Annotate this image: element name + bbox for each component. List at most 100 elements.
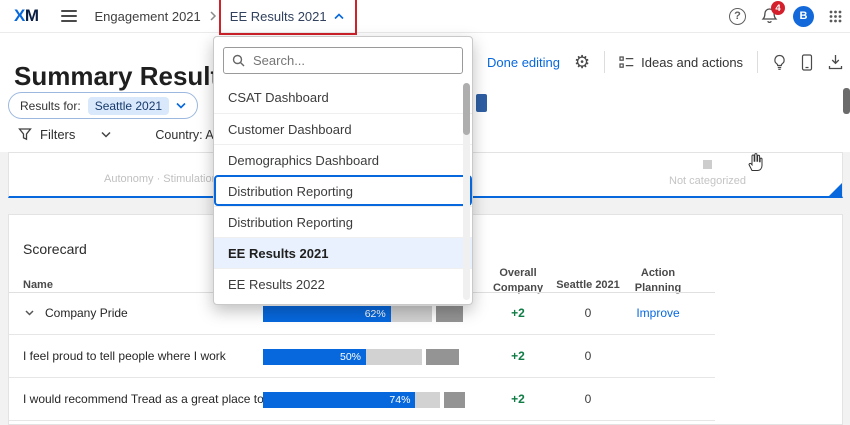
category-not-categorized[interactable]: Not categorized	[669, 175, 747, 187]
hamburger-menu-icon[interactable]	[60, 10, 77, 22]
ideas-icon	[619, 55, 634, 68]
column-header-overall-company: Overall Company	[492, 267, 544, 294]
unfavorable-segment	[444, 392, 465, 408]
funnel-icon	[18, 128, 32, 141]
user-avatar[interactable]: B	[793, 5, 814, 27]
ideas-and-actions-button[interactable]: Ideas and actions	[619, 55, 743, 70]
xm-logo-x: X	[14, 6, 25, 25]
filters-button[interactable]: Filters	[40, 127, 76, 142]
dropdown-item[interactable]: EE Results 2021	[214, 237, 472, 268]
dropdown-item[interactable]: Distribution Reporting	[214, 175, 472, 206]
dropdown-item-label: Distribution Reporting	[228, 184, 354, 199]
dropdown-item-label: EE Results 2021	[228, 246, 329, 261]
dropdown-scrollbar-thumb[interactable]	[463, 83, 470, 135]
breadcrumb-parent[interactable]: Engagement 2021	[94, 8, 201, 24]
scorecard-widget: Scorecard Name Overall Company Seattle 2…	[8, 214, 843, 425]
navbar-right-group: ? 4 B	[729, 1, 842, 27]
dropdown-item[interactable]: Demographics Dashboard	[214, 144, 472, 175]
dropdown-item-label: Demographics Dashboard	[228, 153, 380, 168]
header-actions: Done editing ⚙ Ideas and actions	[487, 49, 843, 75]
dropdown-scrollbar-track	[463, 83, 470, 300]
favorable-segment: 62%	[263, 306, 391, 322]
lightbulb-icon[interactable]	[772, 54, 787, 71]
favorable-segment: 74%	[263, 392, 416, 408]
scorecard-row: Company Pride 62% +2 0 Improve	[9, 292, 715, 335]
done-editing-button[interactable]: Done editing	[487, 54, 560, 70]
column-header-action-planning: Action Planning	[634, 267, 682, 294]
column-header-seattle-2021: Seattle 2021	[556, 279, 620, 291]
favorable-percent-label: 74%	[389, 394, 411, 406]
help-icon[interactable]: ?	[729, 7, 746, 25]
favorability-bar: 62%	[263, 306, 469, 322]
row-name: I would recommend Tread as a great place…	[23, 392, 293, 406]
results-for-value-chip: Seattle 2021	[87, 96, 170, 115]
seattle-2021-value: 0	[584, 392, 592, 406]
breadcrumb-current: EE Results 2021	[229, 8, 327, 24]
neutral-segment	[415, 392, 441, 408]
settings-gear-icon[interactable]: ⚙	[574, 52, 591, 72]
dropdown-item-label: Distribution Reporting	[228, 215, 354, 230]
dropdown-item-label: Customer Dashboard	[228, 122, 352, 137]
divider	[757, 51, 759, 73]
neutral-segment	[366, 349, 422, 365]
favorable-segment: 50%	[263, 349, 366, 365]
ideas-and-actions-label: Ideas and actions	[641, 54, 744, 70]
chevron-down-icon	[176, 102, 186, 109]
dropdown-item[interactable]: EE Results 2022	[214, 268, 472, 299]
favorable-percent-label: 50%	[339, 351, 361, 363]
help-glyph: ?	[734, 10, 741, 22]
dropdown-item[interactable]: Distribution Reporting	[214, 206, 472, 237]
page-title: Summary Results	[14, 61, 234, 92]
overall-company-change: +2	[511, 306, 525, 320]
chevron-up-icon	[334, 12, 344, 20]
row-name: Company Pride	[45, 306, 128, 320]
top-navbar: XM Engagement 2021 EE Results 2021 ? 4 B	[0, 0, 850, 35]
category-autonomy-stimulation[interactable]: Autonomy · Stimulation	[104, 173, 218, 185]
selected-corner-indicator	[829, 183, 842, 196]
neutral-segment	[390, 306, 432, 322]
dropdown-item-label: CSAT Dashboard	[228, 90, 329, 105]
filters-bar: Filters Country: All	[18, 127, 237, 142]
dropdown-item[interactable]: Customer Dashboard	[214, 113, 472, 144]
results-for-label: Results for:	[20, 98, 81, 113]
scorecard-row: I would recommend Tread as a great place…	[9, 378, 715, 421]
xm-logo-m: M	[24, 6, 39, 25]
seattle-2021-value: 0	[584, 306, 592, 320]
results-for-pill[interactable]: Results for: Seattle 2021	[8, 92, 199, 119]
mobile-preview-icon[interactable]	[801, 53, 813, 71]
seattle-2021-value: 0	[584, 349, 592, 363]
favorability-bar: 50%	[263, 349, 469, 365]
favorability-bar: 74%	[263, 392, 469, 408]
search-icon	[232, 54, 245, 67]
chevron-down-icon[interactable]	[101, 131, 111, 138]
chevron-right-icon	[209, 11, 217, 21]
unfavorable-segment	[435, 306, 463, 322]
dashboard-selector-trigger[interactable]: EE Results 2021	[218, 0, 357, 35]
xm-logo: XM	[14, 6, 39, 26]
overall-company-change: +2	[511, 392, 525, 406]
dropdown-list: CSAT Dashboard Customer Dashboard Demogr…	[214, 82, 472, 299]
divider	[604, 51, 606, 73]
row-name: I feel proud to tell people where I work	[23, 349, 226, 363]
dropdown-item[interactable]: CSAT Dashboard	[214, 82, 472, 113]
notification-count-badge: 4	[771, 1, 785, 15]
app-switcher-icon[interactable]	[829, 10, 842, 23]
column-header-name: Name	[23, 279, 53, 291]
collapse-chevron-icon[interactable]	[25, 310, 34, 316]
scorecard-row: I feel proud to tell people where I work…	[9, 335, 715, 378]
download-icon[interactable]	[828, 54, 843, 70]
category-square-icon	[703, 160, 712, 169]
dropdown-search-box	[223, 47, 463, 74]
clipped-control-fragment	[476, 94, 487, 112]
improve-link[interactable]: Improve	[636, 306, 680, 320]
page-scrollbar-thumb[interactable]	[843, 88, 850, 114]
search-input[interactable]	[251, 52, 454, 69]
scorecard-title: Scorecard	[23, 241, 87, 257]
unfavorable-segment	[425, 349, 459, 365]
notifications-bell-icon[interactable]: 4	[761, 1, 785, 25]
favorable-percent-label: 62%	[364, 308, 386, 320]
country-filter[interactable]: Country: All	[155, 127, 220, 142]
dropdown-item-label: EE Results 2022	[228, 277, 325, 292]
dashboard-selector-dropdown: CSAT Dashboard Customer Dashboard Demogr…	[213, 36, 473, 305]
